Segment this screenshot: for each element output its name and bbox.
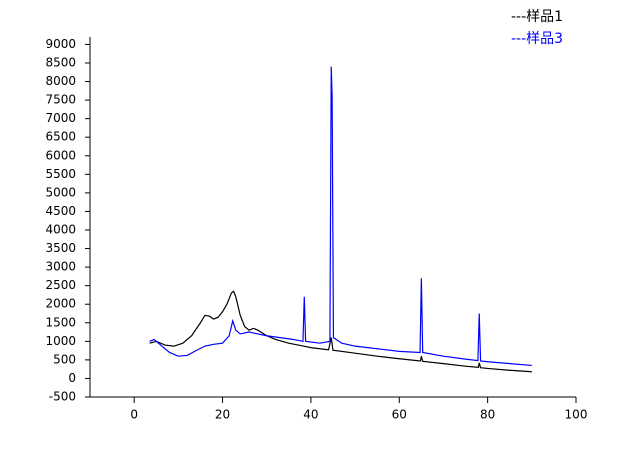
y-tick-label: 8500 xyxy=(45,55,76,69)
y-tick-label: 9000 xyxy=(45,37,76,51)
x-tick-label: 0 xyxy=(130,408,138,422)
y-tick-label: 2000 xyxy=(45,297,76,311)
y-tick-label: 1500 xyxy=(45,315,76,329)
y-tick-label: 3000 xyxy=(45,260,76,274)
x-tick-label: 80 xyxy=(480,408,495,422)
data-line xyxy=(149,66,532,367)
y-tick-label: 5500 xyxy=(45,167,76,181)
y-tick-label: 7500 xyxy=(45,93,76,107)
y-tick-label: -500 xyxy=(49,390,76,404)
x-tick-label: 100 xyxy=(565,408,588,422)
y-tick-label: 4000 xyxy=(45,222,76,236)
y-tick-label: 7000 xyxy=(45,111,76,125)
legend-entry: ---样品3 xyxy=(511,31,563,47)
y-tick-label: 1000 xyxy=(45,334,76,348)
legend-entry: ---样品1 xyxy=(511,9,563,25)
y-tick-label: 8000 xyxy=(45,74,76,88)
x-tick-label: 20 xyxy=(215,408,230,422)
y-tick-label: 3500 xyxy=(45,241,76,255)
y-tick-label: 5000 xyxy=(45,185,76,199)
y-tick-label: 6500 xyxy=(45,130,76,144)
y-tick-label: 500 xyxy=(53,352,76,366)
x-tick-label: 40 xyxy=(303,408,318,422)
y-tick-label: 0 xyxy=(68,371,76,385)
y-tick-label: 2500 xyxy=(45,278,76,292)
x-tick-label: 60 xyxy=(392,408,407,422)
y-tick-label: 6000 xyxy=(45,148,76,162)
y-tick-label: 4500 xyxy=(45,204,76,218)
